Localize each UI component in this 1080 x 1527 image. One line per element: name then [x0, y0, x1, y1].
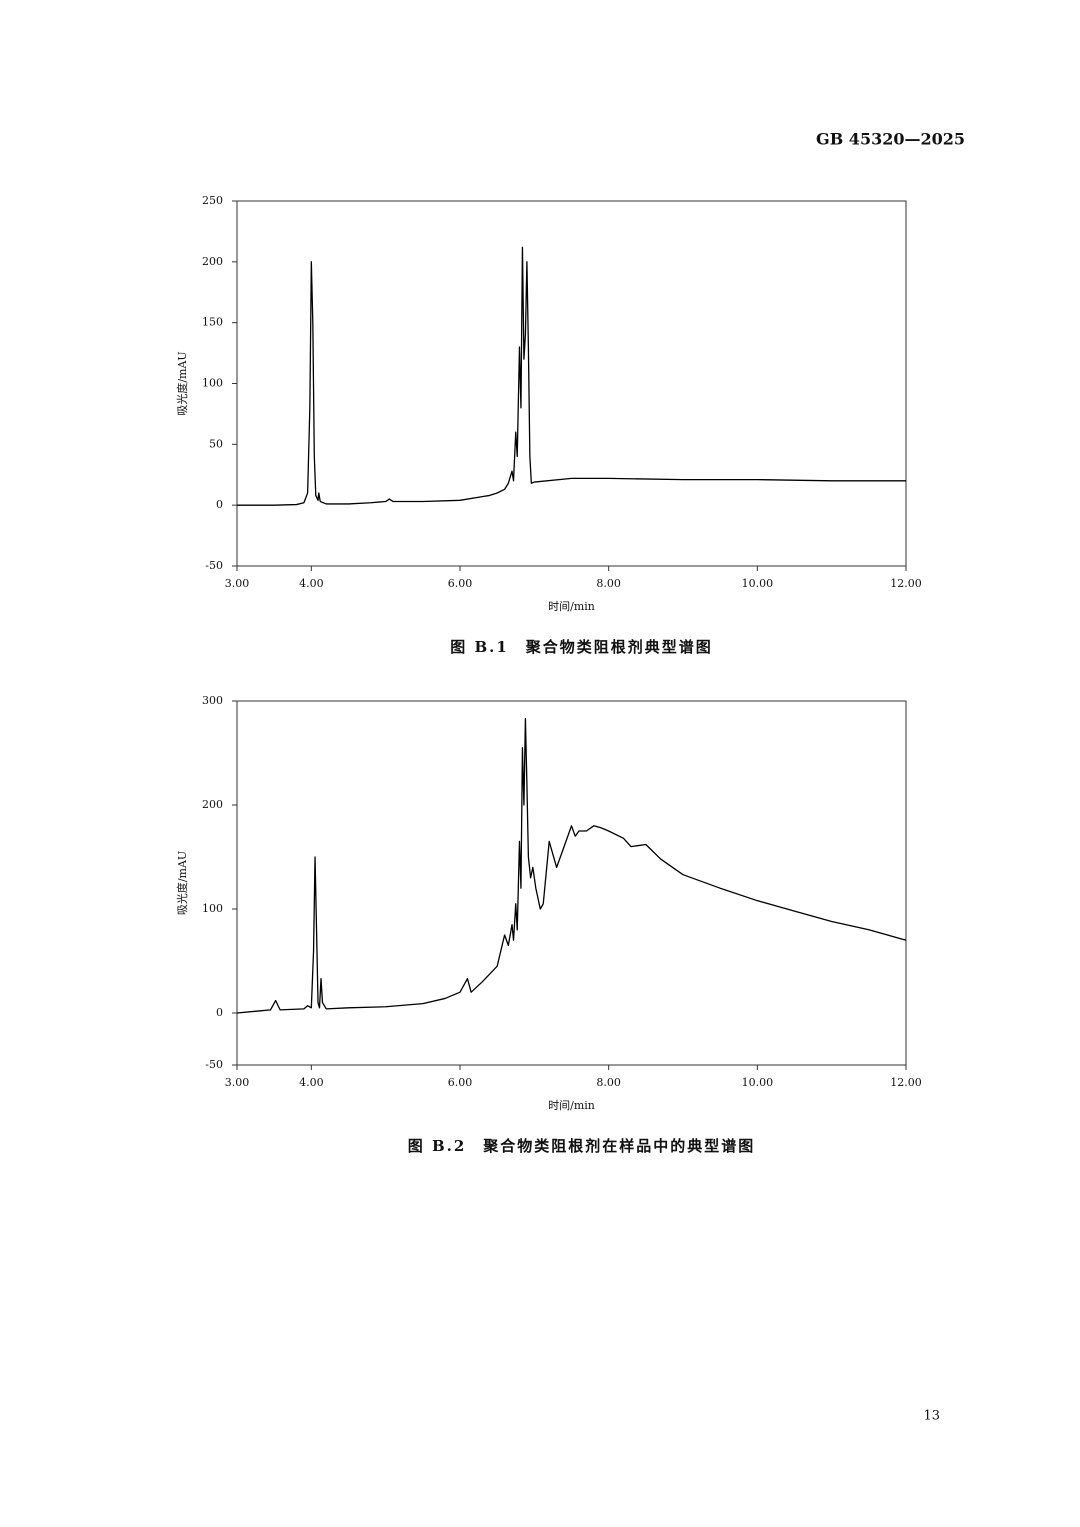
y-tick-label: 0 — [216, 1006, 223, 1019]
chromatogram-line — [237, 246, 906, 506]
x-tick-label: 6.00 — [448, 1076, 473, 1089]
y-tick-label: 250 — [202, 194, 223, 207]
x-tick-label: 10.00 — [742, 1076, 774, 1089]
x-tick-label: 8.00 — [596, 1076, 621, 1089]
y-tick-label: 150 — [202, 316, 223, 329]
x-tick-label: 4.00 — [299, 577, 324, 590]
y-tick-label: 200 — [202, 255, 223, 268]
header: GB 45320—2025 — [816, 130, 965, 149]
x-tick-label: 4.00 — [299, 1076, 324, 1089]
y-tick-label: 100 — [202, 377, 223, 390]
x-tick-label: 8.00 — [596, 577, 621, 590]
x-tick-label: 3.00 — [225, 577, 250, 590]
y-tick-label: 300 — [202, 694, 223, 707]
figure-caption: 图 B.2 聚合物类阻根剂在样品中的典型谱图 — [408, 1137, 756, 1155]
y-tick-label: 0 — [216, 498, 223, 511]
y-tick-label: -50 — [205, 559, 223, 572]
y-axis-label: 吸光度/mAU — [175, 851, 189, 915]
y-tick-label: 100 — [202, 902, 223, 915]
x-tick-label: 6.00 — [448, 577, 473, 590]
chromatogram-line — [236, 718, 907, 1014]
x-axis-label: 时间/min — [548, 600, 595, 613]
x-tick-label: 3.00 — [225, 1076, 250, 1089]
y-tick-label: -50 — [205, 1058, 223, 1071]
x-axis-label: 时间/min — [548, 1099, 595, 1112]
y-tick-label: 200 — [202, 798, 223, 811]
y-axis-label: 吸光度/mAU — [175, 351, 189, 415]
page-number: 13 — [923, 1409, 940, 1424]
x-tick-label: 10.00 — [742, 577, 774, 590]
x-tick-label: 12.00 — [890, 1076, 922, 1089]
y-tick-label: 50 — [209, 437, 223, 450]
figure-caption: 图 B.1 聚合物类阻根剂典型谱图 — [450, 638, 713, 656]
plot-frame — [236, 700, 907, 1066]
x-tick-label: 12.00 — [890, 577, 922, 590]
